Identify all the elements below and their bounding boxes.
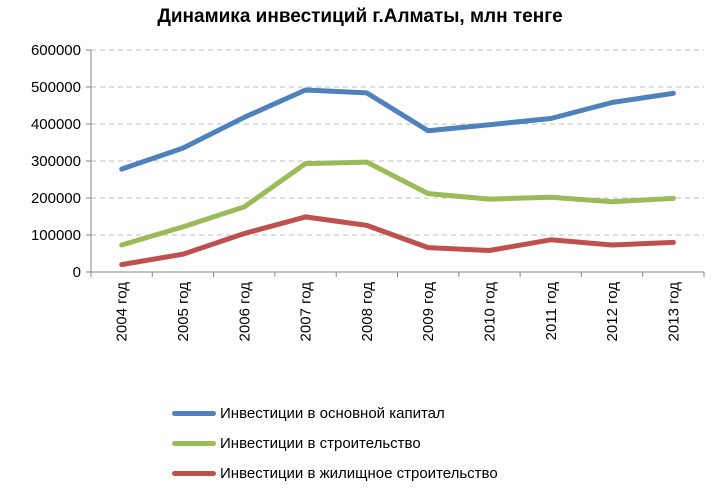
series-line [119, 159, 676, 248]
legend-label: Инвестиции в жилищное строительство [220, 464, 498, 482]
legend-swatch [172, 410, 216, 416]
x-tick-labels: 2004 год 2005 год 2006 год 2007 год 2008 год… [114, 282, 683, 342]
x-tick-label: 2011 год [543, 282, 560, 341]
legend: Инвестиции в основной капитал Инвестиции… [172, 398, 498, 488]
x-tick-label: 2006 год [236, 282, 253, 342]
plot-area: 0 100000 200000 300000 400000 500000 600000 20… [31, 42, 705, 342]
grid-lines [91, 49, 704, 236]
y-tick-label: 300000 [31, 153, 81, 170]
legend-item: Инвестиции в основной капитал [172, 398, 498, 428]
y-tick-label: 200000 [31, 190, 81, 207]
x-tick-label: 2010 год [481, 282, 498, 342]
x-tick-label: 2013 год [665, 282, 682, 342]
x-tick-label: 2005 год [175, 282, 192, 342]
x-tick-label: 2009 год [420, 282, 437, 342]
legend-swatch [172, 440, 216, 446]
series-line [119, 87, 676, 172]
x-tick-label: 2012 год [604, 282, 621, 342]
x-tick-label: 2004 год [114, 282, 131, 342]
legend-item: Инвестиции в строительство [172, 428, 498, 458]
x-tick-label: 2008 год [359, 282, 376, 342]
y-tick-label: 0 [73, 264, 81, 281]
legend-swatch [172, 470, 216, 476]
series-line [119, 214, 676, 268]
x-tick-label: 2007 год [298, 282, 315, 342]
legend-label: Инвестиции в строительство [220, 434, 421, 452]
y-tick-label: 600000 [31, 42, 81, 59]
legend-item: Инвестиции в жилищное строительство [172, 458, 498, 488]
series-lines [119, 87, 676, 268]
chart-title: Динамика инвестиций г.Алматы, млн тенге [157, 6, 563, 27]
y-tick-label: 500000 [31, 79, 81, 96]
legend-label: Инвестиции в основной капитал [220, 404, 445, 422]
y-tick-label: 400000 [31, 116, 81, 133]
y-tick-label: 100000 [31, 227, 81, 244]
axes [86, 49, 705, 277]
y-tick-labels: 0 100000 200000 300000 400000 500000 600000 [31, 42, 81, 281]
